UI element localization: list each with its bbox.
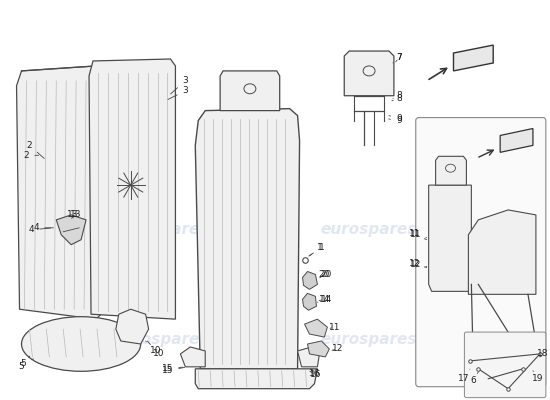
- Text: 7: 7: [395, 54, 402, 62]
- Polygon shape: [302, 293, 316, 310]
- Text: eurospares: eurospares: [112, 222, 209, 237]
- Polygon shape: [500, 128, 533, 152]
- Text: eurospares: eurospares: [112, 332, 209, 346]
- Polygon shape: [302, 272, 317, 289]
- Text: eurospares: eurospares: [321, 332, 417, 346]
- Text: 13: 13: [68, 210, 79, 219]
- Text: 11: 11: [328, 323, 340, 332]
- Text: 18: 18: [537, 350, 548, 358]
- Text: 8: 8: [393, 91, 402, 100]
- Text: 16: 16: [310, 370, 321, 379]
- Text: 4: 4: [29, 225, 51, 234]
- Text: 1: 1: [310, 243, 322, 256]
- FancyBboxPatch shape: [416, 118, 546, 387]
- Polygon shape: [180, 347, 205, 367]
- Polygon shape: [428, 185, 471, 291]
- Text: 17: 17: [458, 369, 470, 383]
- Text: 8: 8: [392, 94, 402, 103]
- Text: 20: 20: [318, 270, 330, 279]
- Polygon shape: [56, 215, 86, 245]
- Polygon shape: [436, 156, 466, 185]
- Text: 19: 19: [532, 371, 543, 383]
- Text: 14: 14: [318, 295, 330, 304]
- Text: 15: 15: [162, 364, 183, 373]
- Polygon shape: [16, 66, 101, 319]
- Text: 15: 15: [162, 366, 185, 375]
- Text: 9: 9: [389, 114, 402, 123]
- Text: 12: 12: [332, 344, 343, 354]
- Polygon shape: [195, 369, 317, 389]
- Text: 11: 11: [409, 229, 427, 238]
- Polygon shape: [298, 347, 320, 367]
- Ellipse shape: [21, 317, 141, 371]
- Text: 7: 7: [393, 54, 402, 63]
- FancyBboxPatch shape: [464, 332, 546, 398]
- Text: 12: 12: [409, 259, 427, 268]
- Text: 2: 2: [24, 151, 38, 160]
- Text: eurospares: eurospares: [321, 222, 417, 237]
- Polygon shape: [220, 71, 280, 111]
- Polygon shape: [305, 319, 327, 337]
- Polygon shape: [116, 309, 148, 344]
- Polygon shape: [344, 51, 394, 96]
- Text: 6: 6: [470, 372, 478, 385]
- Polygon shape: [454, 45, 493, 71]
- Polygon shape: [307, 341, 329, 357]
- Text: 2: 2: [26, 141, 44, 158]
- Text: 3: 3: [168, 86, 188, 100]
- Polygon shape: [195, 109, 300, 369]
- Text: 1: 1: [309, 243, 324, 256]
- Text: 5: 5: [19, 356, 30, 371]
- Text: 20: 20: [321, 270, 332, 279]
- Polygon shape: [89, 59, 175, 319]
- Text: 11: 11: [410, 230, 427, 240]
- Text: 9: 9: [389, 116, 402, 125]
- Text: 12: 12: [410, 260, 427, 269]
- Text: 4: 4: [34, 223, 53, 232]
- Polygon shape: [469, 210, 536, 294]
- Text: 14: 14: [317, 295, 332, 304]
- Text: 16: 16: [309, 369, 320, 378]
- Text: 10: 10: [146, 341, 161, 356]
- Text: 5: 5: [20, 359, 34, 368]
- Text: 13: 13: [70, 210, 82, 219]
- Text: 10: 10: [147, 341, 164, 358]
- Text: 3: 3: [170, 76, 188, 94]
